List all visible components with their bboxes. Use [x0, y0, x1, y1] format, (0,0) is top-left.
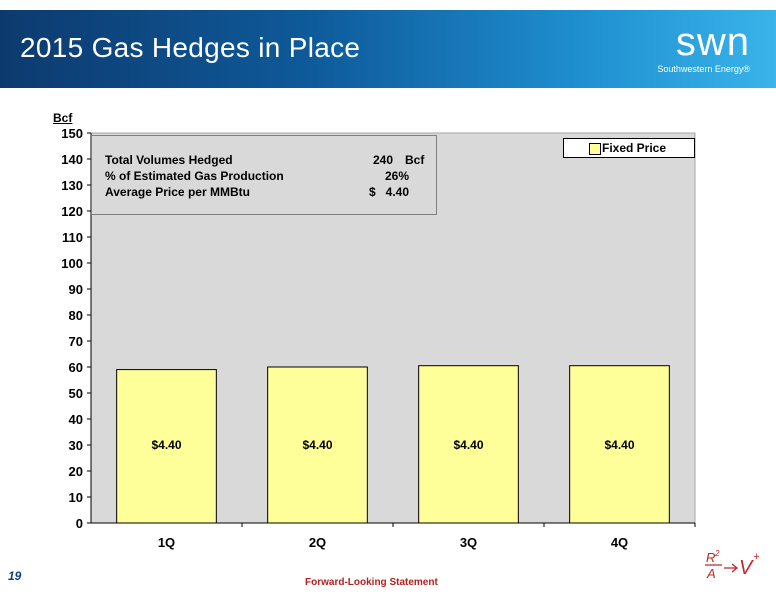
y-tick-label: 50 [69, 386, 83, 401]
y-tick-label: 0 [76, 516, 83, 531]
formula-arrow-icon [724, 563, 739, 573]
formula-numerator-sup: 2 [714, 549, 720, 558]
logo-mark: swn [675, 20, 750, 64]
bar-fixed-price [116, 369, 217, 524]
summary-value: 4.40 [385, 185, 409, 199]
summary-row-average-price: Average Price per MMBtu $ 4.40 [105, 185, 423, 201]
bar-value-label: $4.40 [604, 438, 634, 452]
x-tick-label: 1Q [158, 535, 175, 550]
y-tick-label: 130 [61, 178, 83, 193]
x-tick-label: 4Q [611, 535, 628, 550]
summary-value: 240 [372, 153, 393, 167]
bar-fixed-price [569, 365, 670, 524]
page-title: 2015 Gas Hedges in Place [20, 32, 361, 63]
logo-subtitle: Southwestern Energy® [657, 64, 750, 74]
hedge-summary-box: Total Volumes Hedged 240 Bcf % of Estima… [91, 135, 437, 215]
y-tick-label: 90 [69, 282, 83, 297]
bar-fixed-price [418, 365, 519, 524]
bar-value-label: $4.40 [302, 438, 332, 452]
summary-value: 26% [384, 169, 409, 183]
y-tick-label: 40 [69, 412, 83, 427]
x-tick-label: 2Q [309, 535, 326, 550]
y-tick-label: 110 [62, 230, 83, 245]
header-banner: 2015 Gas Hedges in Place swn Southwester… [0, 10, 776, 88]
formula-denominator: A [706, 566, 716, 581]
y-tick-label: 150 [61, 126, 83, 141]
y-tick-label: 80 [69, 308, 83, 323]
summary-row-percent-production: % of Estimated Gas Production 26% [105, 169, 423, 185]
y-tick-label: 140 [61, 152, 83, 167]
formula-result: V [739, 557, 754, 579]
y-tick-label: 20 [69, 464, 83, 479]
y-tick-label: 60 [69, 360, 83, 375]
slide-number: 19 [8, 569, 22, 583]
bar-value-label: $4.40 [151, 438, 181, 452]
legend-swatch-fixed-price [589, 143, 601, 155]
summary-currency: $ [369, 185, 376, 199]
bar-value-label: $4.40 [453, 438, 483, 452]
y-axis-unit-label: Bcf [53, 111, 73, 125]
x-tick-label: 3Q [460, 535, 477, 550]
summary-unit: Bcf [405, 153, 425, 167]
y-tick-label: 120 [61, 204, 83, 219]
summary-label: Average Price per MMBtu [105, 185, 250, 199]
y-tick-label: 70 [69, 334, 83, 349]
company-logo: swn Southwestern Energy® [640, 22, 750, 82]
formula-logo: R 2 A V + [705, 549, 760, 581]
summary-label: % of Estimated Gas Production [105, 169, 284, 183]
y-tick-label: 100 [61, 256, 83, 271]
forward-looking-statement-link[interactable]: Forward-Looking Statement [305, 577, 438, 588]
summary-label: Total Volumes Hedged [105, 153, 233, 167]
y-tick-label: 30 [69, 438, 83, 453]
formula-numerator: R [706, 550, 715, 565]
y-tick-label: 10 [69, 490, 83, 505]
summary-row-total-volumes: Total Volumes Hedged 240 Bcf [105, 153, 425, 169]
formula-result-sup: + [753, 551, 760, 563]
bar-fixed-price [267, 366, 368, 524]
chart-legend: Fixed Price [563, 138, 695, 158]
legend-label-fixed-price: Fixed Price [602, 141, 667, 155]
